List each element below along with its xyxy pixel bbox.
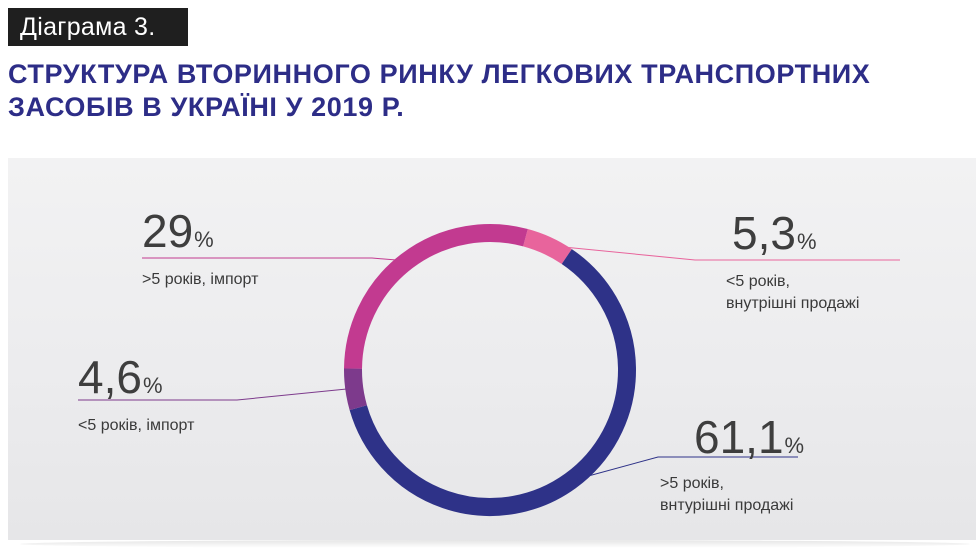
label-slice-1: 61,1% >5 років, внтурішні продажі <box>660 411 805 517</box>
slice-value-label: 5,3% <box>732 207 817 259</box>
slice-caption: <5 років, імпорт <box>78 417 195 434</box>
slice-value-label: 29% <box>142 205 214 257</box>
donut-slices <box>344 224 636 516</box>
leader-lines <box>78 244 900 482</box>
slice-caption: >5 років, імпорт <box>142 271 259 288</box>
donut-slice-0 <box>522 228 572 265</box>
slice-value-label: 61,1% <box>694 411 805 463</box>
donut-slice-2 <box>344 368 367 411</box>
leader-line-2 <box>78 387 355 401</box>
chart-title: СТРУКТУРА ВТОРИННОГО РИНКУ ЛЕГКОВИХ ТРАН… <box>8 58 968 124</box>
label-slice-0: 5,3% <5 років, внутрішні продажі <box>726 207 859 315</box>
chart-panel <box>8 158 976 540</box>
leader-line-1 <box>570 456 798 482</box>
label-slice-3: 29% >5 років, імпорт <box>142 208 258 291</box>
panel-shadow <box>20 540 970 548</box>
slice-caption-line-2: внутрішні продажі <box>726 295 860 312</box>
slice-value-label: 4,6% <box>78 351 163 403</box>
donut-slice-1 <box>349 249 636 516</box>
donut-slice-3 <box>344 224 528 369</box>
label-slice-2: 4,6% <5 років, імпорт <box>78 354 194 437</box>
chart-title-line-1: СТРУКТУРА ВТОРИННОГО РИНКУ ЛЕГКОВИХ ТРАН… <box>8 59 871 89</box>
figure-badge: Діаграма 3. <box>8 8 188 46</box>
slice-caption-line-1: <5 років, <box>726 273 790 290</box>
slice-caption-line-1: >5 років, <box>660 475 724 492</box>
leader-line-0 <box>546 244 900 261</box>
chart-title-line-2: ЗАСОБІВ В УКРАЇНІ У 2019 Р. <box>8 92 405 122</box>
leader-line-3 <box>142 257 408 262</box>
slice-caption-line-2: внтурішні продажі <box>660 497 794 514</box>
